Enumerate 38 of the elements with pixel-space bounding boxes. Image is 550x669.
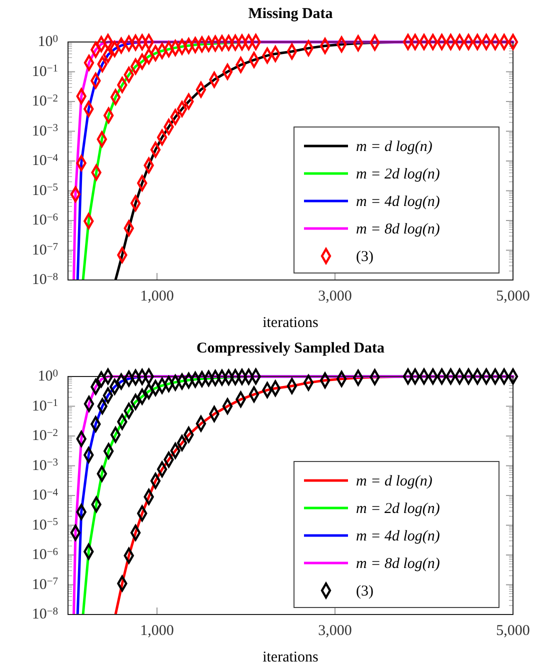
legend-label: m = d log(n): [356, 474, 432, 490]
x-tick-label: 5,000: [496, 288, 530, 305]
y-tick-label: 10$^{−2}$: [32, 93, 58, 110]
x-tick-label: 5,000: [496, 623, 530, 640]
y-tick-label: 10$^{0}$: [38, 34, 58, 50]
y-tick-label: 10$^{−3}$: [32, 458, 58, 474]
y-tick-label: 10$^{−4}$: [32, 152, 59, 170]
legend-label: m = 8d log(n): [356, 556, 440, 572]
legend-label: m = 2d log(n): [356, 166, 440, 182]
x-tick-label: 1,000: [140, 623, 174, 640]
x-axis-title: iterations: [262, 315, 319, 331]
legend-label: m = 8d log(n): [356, 222, 440, 238]
x-tick-label: 3,000: [318, 288, 352, 305]
legend-label: m = 2d log(n): [356, 501, 440, 517]
y-tick-label: 10$^{−8}$: [32, 606, 58, 623]
x-tick-label: 1,000: [140, 288, 174, 305]
x-axis-title: iterations: [262, 650, 319, 666]
chart-title: Missing Data: [248, 6, 334, 22]
y-tick-label: 10$^{−7}$: [32, 576, 58, 593]
y-tick-label: 10$^{−6}$: [32, 546, 58, 564]
y-tick-label: 10$^{0}$: [38, 368, 58, 385]
y-tick-label: 10$^{−4}$: [32, 487, 59, 504]
y-tick-label: 10$^{−1}$: [32, 398, 58, 414]
y-tick-label: 10$^{−1}$: [32, 64, 58, 80]
y-tick-label: 10$^{−5}$: [32, 517, 58, 534]
x-tick-label: 3,000: [318, 623, 352, 640]
y-tick-label: 10$^{−3}$: [32, 123, 58, 140]
legend-label: m = 4d log(n): [356, 194, 440, 210]
y-tick-label: 10$^{−2}$: [32, 428, 58, 444]
y-tick-label: 10$^{−7}$: [32, 242, 58, 258]
legend-label: m = d log(n): [356, 139, 432, 155]
y-tick-label: 10$^{−8}$: [32, 272, 58, 288]
y-tick-label: 10$^{−6}$: [32, 212, 58, 229]
legend-label: m = 4d log(n): [356, 528, 440, 544]
y-tick-label: 10$^{−5}$: [32, 182, 58, 199]
legend-label: (3): [356, 249, 374, 265]
legend-label: (3): [356, 584, 374, 600]
chart-title: Compressively Sampled Data: [196, 340, 386, 356]
